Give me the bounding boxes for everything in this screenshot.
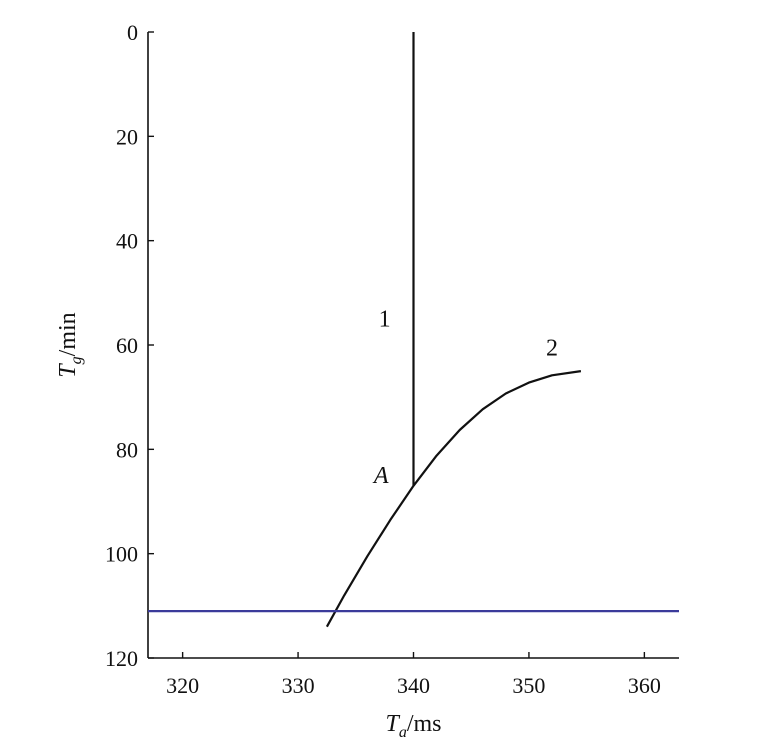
y-axis-symbol: T [55,363,81,378]
y-tick-label: 20 [116,124,138,149]
annotation-layer: 1 2 A [372,307,558,490]
y-tick-label: 80 [116,437,138,462]
x-axis-symbol: T [385,711,400,737]
y-tick-label: 40 [116,229,138,254]
tick-marks [148,31,646,659]
curve-2-label: 2 [546,335,558,361]
y-axis-subscript: g [68,356,85,364]
y-tick-label: 120 [105,646,138,671]
tick-labels: 0 20 40 60 80 100 120 320 330 340 350 360 [105,20,661,698]
curve-1-label: 1 [379,307,391,333]
y-axis-title: Tg/min [55,312,85,377]
y-axis-unit: /min [55,312,81,356]
x-axis-unit: /ms [407,711,442,737]
y-tick-label: 0 [127,20,138,45]
series-layer [148,32,679,628]
y-tick-label: 100 [105,542,138,567]
point-a-label: A [372,463,389,489]
x-axis-subscript: a [399,724,407,741]
x-tick-label: 330 [282,673,315,698]
x-tick-label: 350 [512,673,545,698]
x-tick-label: 320 [166,673,199,698]
curve-2-line [325,370,582,628]
x-tick-label: 340 [397,673,430,698]
x-tick-label: 360 [628,673,661,698]
y-tick-label: 60 [116,333,138,358]
x-axis-title: Ta/ms [385,711,441,741]
